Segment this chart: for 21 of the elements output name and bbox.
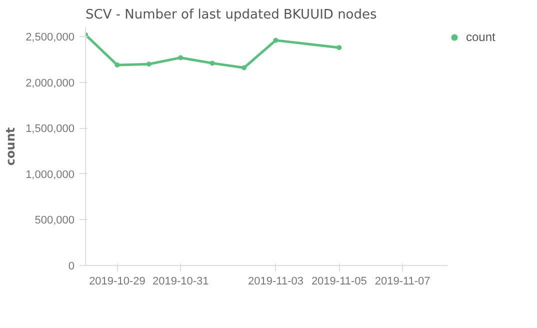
point bbox=[242, 65, 247, 70]
x-tick-label: 2019-10-31 bbox=[152, 276, 209, 288]
x-tick-label: 2019-10-29 bbox=[89, 276, 146, 288]
legend-label: count bbox=[466, 30, 496, 44]
x-tick-label: 2019-11-03 bbox=[248, 276, 304, 288]
point bbox=[114, 62, 120, 68]
y-tick-label: 1,000,000 bbox=[26, 168, 74, 181]
point bbox=[178, 55, 184, 60]
point bbox=[336, 45, 342, 50]
point bbox=[146, 62, 152, 67]
x-tick-label: 2019-11-07 bbox=[374, 276, 430, 288]
y-tick-label: 500,000 bbox=[34, 214, 75, 227]
point bbox=[273, 38, 278, 43]
chart-title: SCV - Number of last updated BKUUID nodes bbox=[86, 8, 378, 22]
point bbox=[210, 60, 215, 66]
y-tick-label: 0 bbox=[68, 260, 75, 272]
y-tick-label: 1,500,000 bbox=[26, 123, 74, 136]
y-axis-title: count bbox=[4, 127, 18, 166]
y-tick-label: 2,500,000 bbox=[26, 32, 74, 44]
x-tick-label: 2019-11-05 bbox=[311, 276, 367, 288]
y-tick-label: 2,000,000 bbox=[26, 77, 74, 90]
